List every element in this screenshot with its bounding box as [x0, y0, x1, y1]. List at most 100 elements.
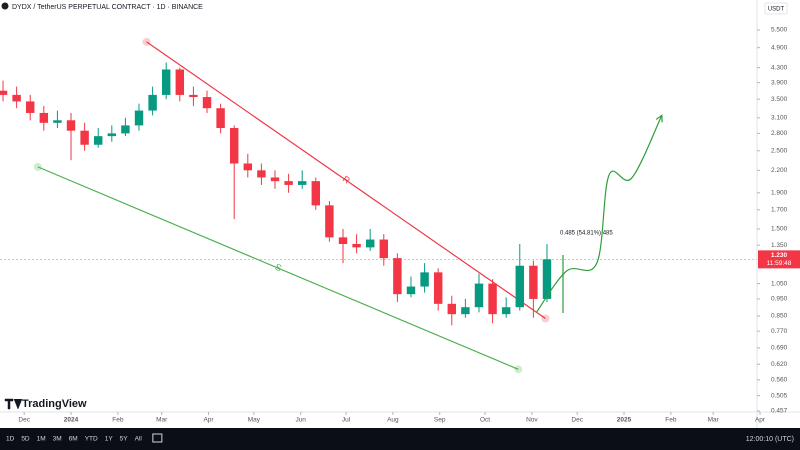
candle-body — [189, 94, 198, 98]
range-button[interactable]: 5D — [21, 436, 30, 443]
y-tick-label: 0.505 — [771, 392, 788, 399]
candle-body — [447, 303, 456, 315]
x-tick-label: Nov — [526, 417, 538, 424]
candle-body — [284, 181, 293, 185]
candle-body — [39, 112, 49, 123]
y-tick-label: 1.700 — [771, 207, 788, 214]
trend-label: S — [274, 262, 283, 274]
range-button[interactable]: 1Y — [105, 436, 114, 443]
candle-body — [338, 237, 348, 244]
range-button[interactable]: All — [135, 436, 143, 443]
x-tick-label: Dec — [18, 417, 30, 424]
trend-label: R — [341, 174, 352, 186]
x-tick-label: Jul — [342, 417, 351, 424]
candle-body — [121, 125, 130, 134]
range-button[interactable]: 6M — [69, 436, 78, 443]
range-button[interactable]: YTD — [85, 436, 98, 443]
y-tick-label: 1.350 — [771, 242, 788, 249]
range-button[interactable]: 1D — [6, 436, 15, 443]
candle-body — [379, 239, 389, 259]
currency-box[interactable] — [764, 2, 788, 15]
measure-label: 0.485 (54.81%) 485 — [560, 231, 613, 237]
range-button[interactable]: 3M — [53, 436, 62, 443]
candle-body — [488, 283, 497, 315]
x-tick-label: Aug — [387, 417, 399, 424]
candle-body — [501, 307, 511, 315]
candle-body — [542, 259, 552, 299]
candle-body — [352, 243, 361, 248]
y-tick-label: 2.200 — [771, 167, 788, 174]
y-tick-label: 2.800 — [771, 130, 788, 137]
axes: 5.500 4.900 4.300 3.900 3.500 3.100 2.800 2.500… — [18, 27, 787, 424]
toolbar — [0, 428, 800, 450]
y-tick-label: 0.560 — [771, 377, 788, 384]
y-tick-label: 0.690 — [771, 345, 788, 352]
x-tick-label: Apr — [755, 417, 766, 424]
trend-line — [37, 166, 519, 370]
range-button[interactable]: 1M — [37, 436, 46, 443]
logo-icon — [4, 398, 23, 410]
candle-body — [474, 283, 484, 308]
candle-body — [325, 205, 334, 238]
y-tick-label: 2.500 — [771, 147, 788, 154]
candle-body — [93, 136, 103, 145]
y-tick-label: 0.850 — [771, 313, 788, 320]
x-tick-label: Jun — [295, 417, 306, 424]
y-tick-label: 3.900 — [771, 79, 788, 86]
candle-body — [270, 177, 280, 182]
candle-body — [406, 286, 416, 295]
y-tick-label: 0.457 — [771, 408, 788, 415]
y-tick-label: 4.900 — [771, 44, 788, 51]
pivot-dot — [142, 37, 151, 46]
calendar-icon[interactable] — [152, 433, 163, 443]
candle-body — [66, 120, 76, 131]
x-tick-label: Apr — [203, 417, 214, 424]
x-tick-label: Mar — [708, 417, 720, 424]
watermark: TradingView — [22, 398, 87, 410]
candle-body — [12, 94, 21, 102]
x-tick-label: Sep — [434, 417, 446, 424]
candle-body — [175, 69, 185, 95]
countdown: 11:59:48 — [767, 260, 792, 267]
candle-body — [0, 90, 8, 95]
pivot-dot — [33, 162, 42, 171]
candle-body — [53, 120, 62, 123]
candle-body — [461, 307, 470, 315]
candle-body — [529, 265, 538, 299]
range-button[interactable]: 5Y — [120, 436, 129, 443]
y-tick-label: 0.770 — [771, 328, 788, 335]
y-tick-label: 1.900 — [771, 189, 788, 196]
x-tick-label: Feb — [665, 417, 677, 424]
symbol-icon — [1, 2, 9, 10]
candle-body — [229, 128, 239, 164]
candle-body — [26, 101, 35, 113]
y-tick-label: 0.950 — [771, 296, 788, 303]
projection-arrowhead — [655, 114, 663, 123]
candle-body — [393, 258, 402, 295]
candle-body — [257, 170, 266, 178]
candle-body — [161, 69, 171, 95]
candle-body — [515, 265, 524, 308]
last-price-tag — [758, 250, 800, 269]
candle-body — [80, 130, 89, 145]
x-tick-label: 2025 — [617, 417, 632, 424]
x-tick-label: Feb — [112, 417, 124, 424]
pivot-dot — [514, 365, 523, 374]
y-tick-label: 4.300 — [771, 64, 788, 71]
y-tick-label: 5.500 — [771, 27, 788, 34]
currency[interactable]: USDT — [768, 7, 785, 13]
projection-line — [535, 115, 663, 313]
candle-body — [216, 108, 225, 129]
candle-body — [243, 163, 253, 171]
symbol-title[interactable]: DYDX / TetherUS PERPETUAL CONTRACT · 1D … — [12, 4, 203, 11]
x-tick-label: Mar — [156, 417, 168, 424]
y-tick-label: 3.100 — [771, 115, 788, 122]
x-tick-label: Dec — [571, 417, 583, 424]
x-tick-label: May — [248, 417, 261, 424]
candle-body — [365, 239, 375, 248]
clock: 12:00:10 (UTC) — [746, 436, 794, 443]
x-tick-label: Oct — [480, 417, 490, 424]
